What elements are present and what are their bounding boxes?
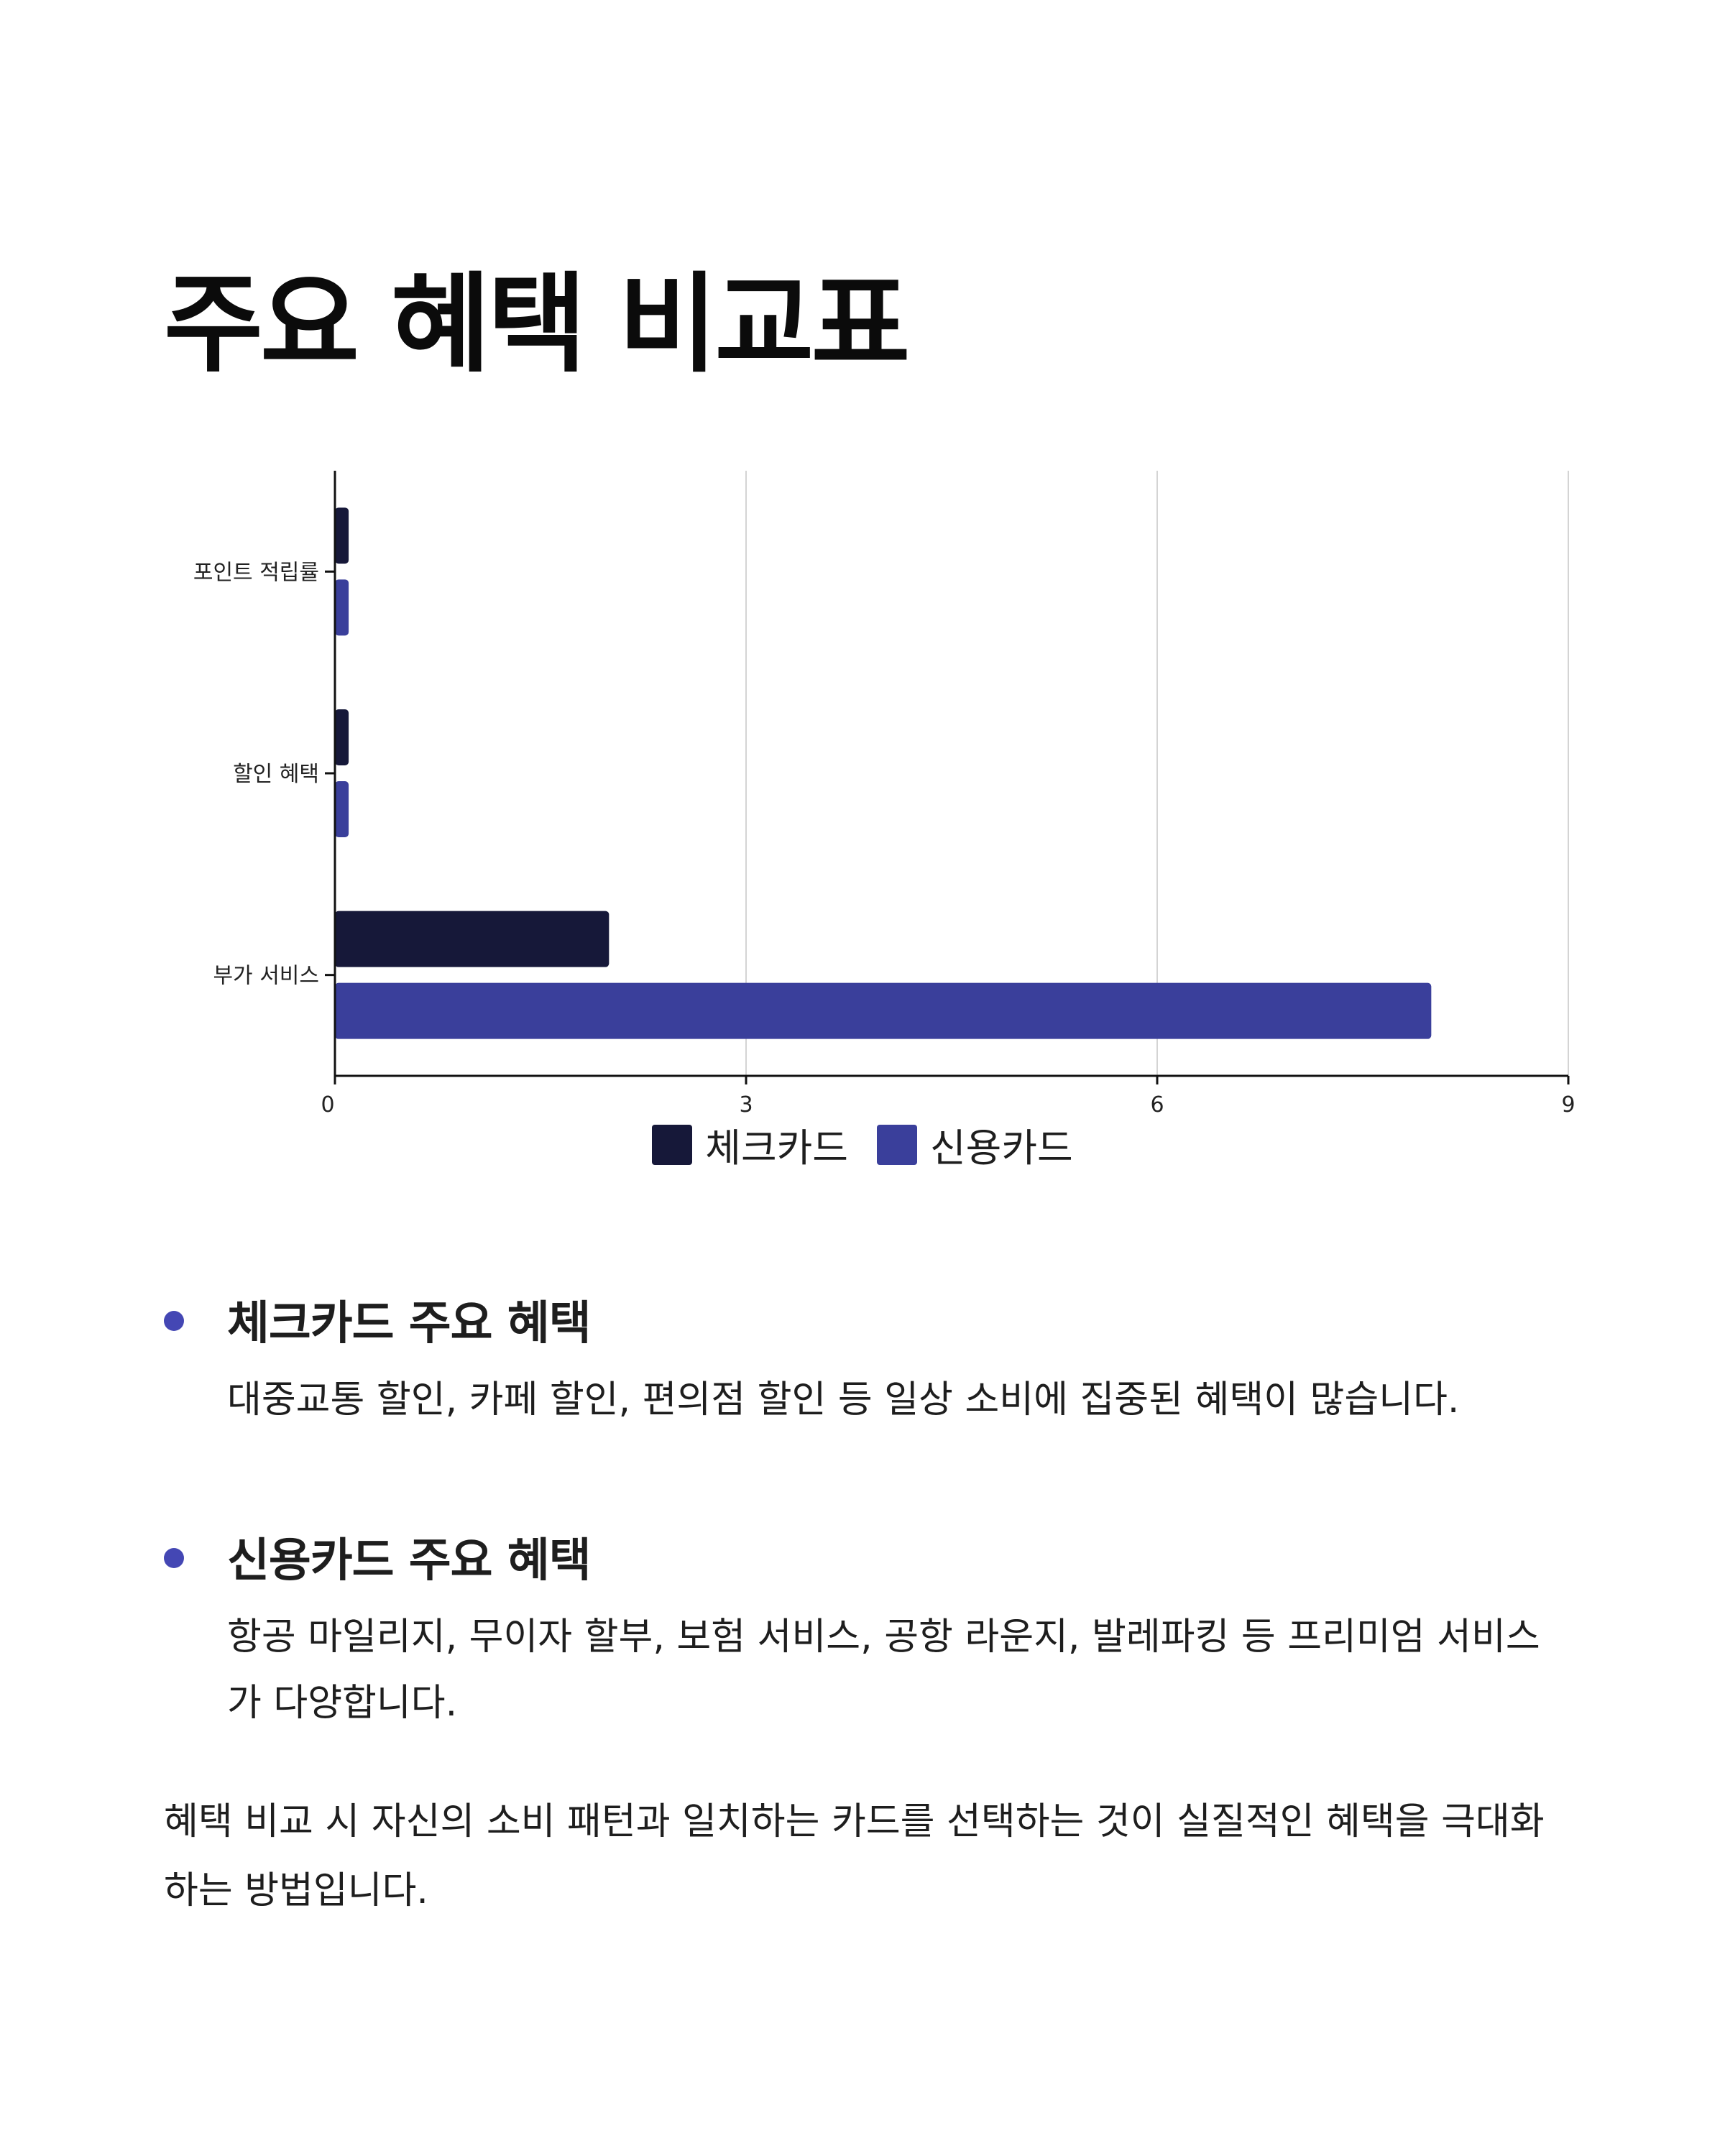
bar-credit-card[interactable] bbox=[335, 982, 1432, 1039]
check-card-benefits-section: 체크카드 주요 혜택 대중교통 할인, 카페 할인, 편의점 할인 등 일상 소… bbox=[164, 1286, 1570, 1473]
bar-check-card[interactable] bbox=[335, 507, 349, 564]
x-tick-label: 6 bbox=[1150, 1092, 1164, 1118]
legend-item-check-card[interactable]: 체크카드 bbox=[652, 1116, 848, 1173]
page-title: 주요 혜택 비교표 bbox=[164, 262, 910, 387]
section-text: 대중교통 할인, 카페 할인, 편의점 할인 등 일상 소비에 집중된 혜택이 … bbox=[227, 1378, 1460, 1422]
chart-legend: 체크카드 신용카드 bbox=[0, 1116, 1725, 1173]
bullet-icon bbox=[164, 1548, 184, 1568]
x-tick-label: 0 bbox=[321, 1092, 334, 1118]
bar-credit-card[interactable] bbox=[335, 579, 349, 636]
section-heading: 체크카드 주요 혜택 bbox=[227, 1297, 592, 1350]
legend-swatch-check-card bbox=[652, 1124, 693, 1165]
bar-credit-card[interactable] bbox=[335, 781, 349, 837]
section-heading: 신용카드 주요 혜택 bbox=[227, 1534, 592, 1588]
y-tick-label: 할인 혜택 bbox=[233, 762, 319, 787]
x-tick-label: 9 bbox=[1561, 1092, 1575, 1118]
legend-label-credit-card: 신용카드 bbox=[930, 1125, 1073, 1171]
bar-check-card[interactable] bbox=[335, 911, 610, 967]
legend-item-credit-card[interactable]: 신용카드 bbox=[877, 1116, 1073, 1173]
bullet-icon bbox=[164, 1311, 184, 1331]
bar-check-card[interactable] bbox=[335, 709, 349, 765]
closing-paragraph: 혜택 비교 시 자신의 소비 패턴과 일치하는 카드를 선택하는 것이 실질적인… bbox=[164, 1800, 1545, 1912]
grid-lines bbox=[745, 471, 1569, 1076]
section-text: 항공 마일리지, 무이자 할부, 보험 서비스, 공항 라운지, 발레파킹 등 … bbox=[227, 1616, 1540, 1725]
legend-swatch-credit-card bbox=[877, 1124, 917, 1165]
credit-card-benefits-section: 신용카드 주요 혜택 항공 마일리지, 무이자 할부, 보험 서비스, 공항 라… bbox=[164, 1524, 1570, 1768]
y-tick-label: 포인트 적립률 bbox=[193, 560, 319, 585]
legend-label-check-card: 체크카드 bbox=[705, 1125, 848, 1171]
bars bbox=[335, 507, 1432, 1039]
y-tick-label: 부가 서비스 bbox=[213, 964, 319, 989]
x-tick-label: 3 bbox=[739, 1092, 753, 1118]
